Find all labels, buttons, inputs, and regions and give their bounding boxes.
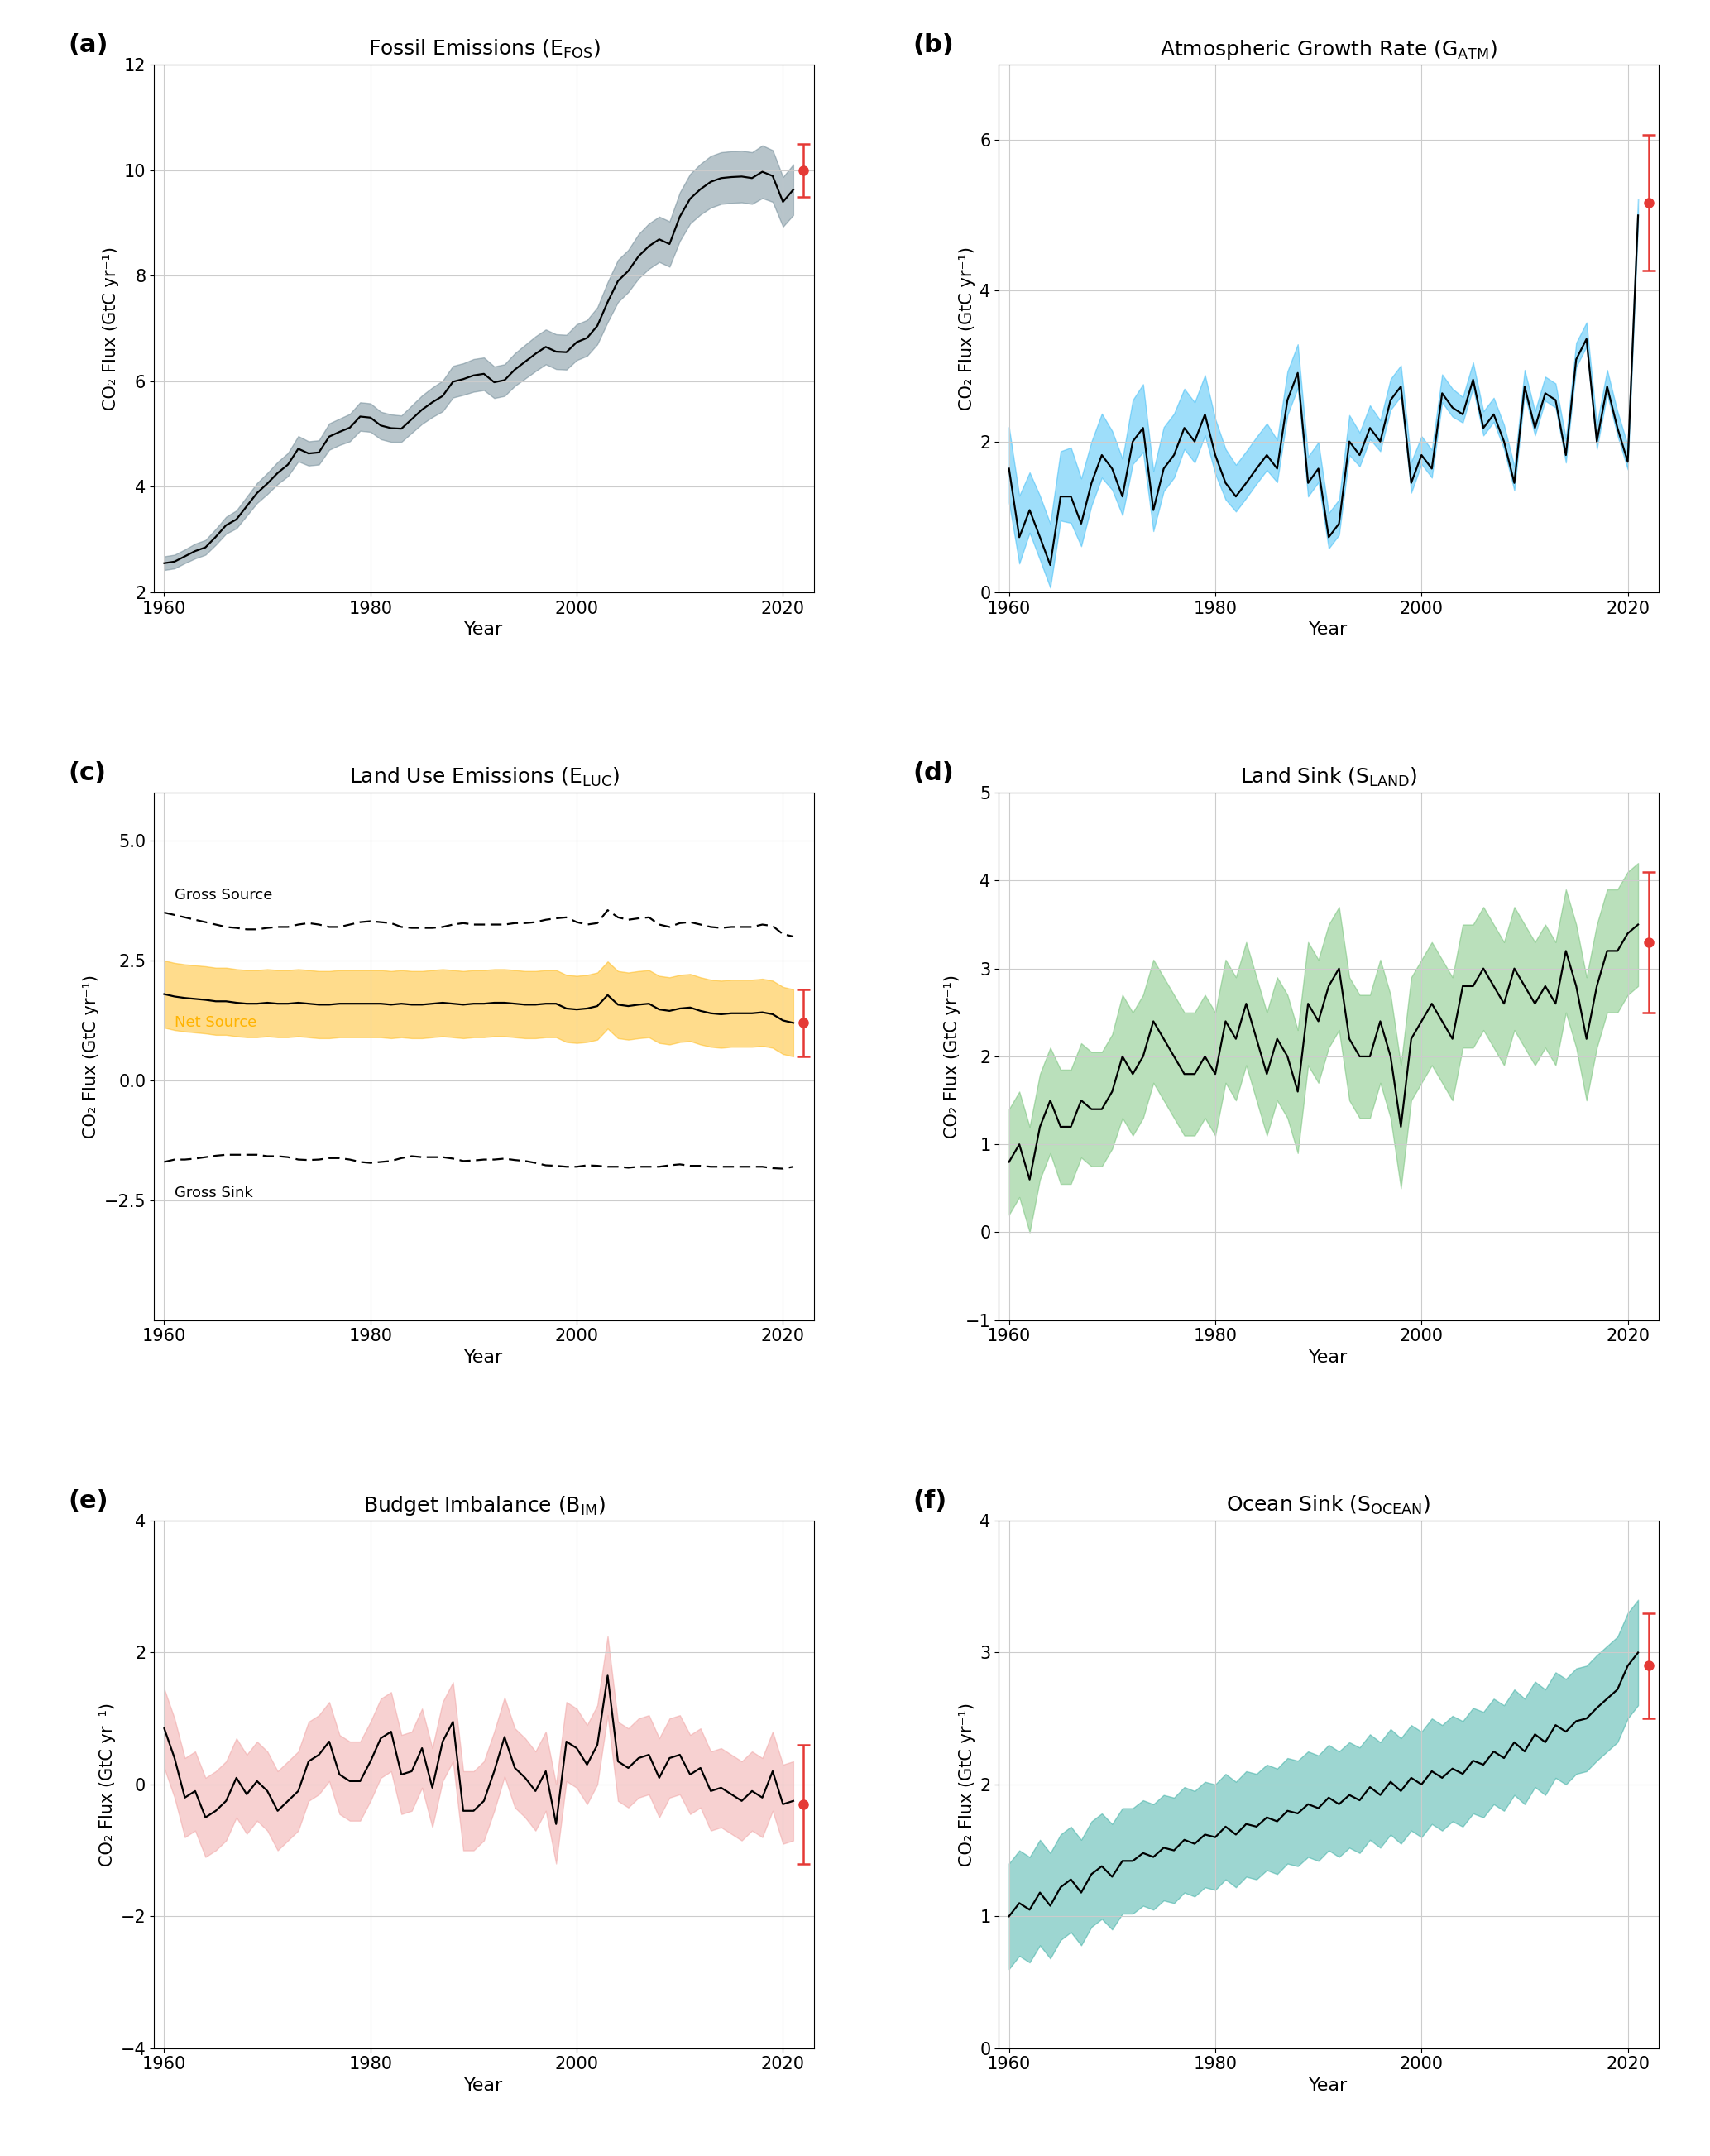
Text: Gross Source: Gross Source xyxy=(174,888,272,903)
Title: Fossil Emissions ($\mathregular{E_{FOS}}$): Fossil Emissions ($\mathregular{E_{FOS}}… xyxy=(368,39,600,60)
Y-axis label: CO₂ Flux (GtC yr⁻¹): CO₂ Flux (GtC yr⁻¹) xyxy=(82,975,99,1138)
Text: (d): (d) xyxy=(913,761,954,785)
Text: (b): (b) xyxy=(913,32,954,56)
Text: (f): (f) xyxy=(913,1490,947,1514)
Y-axis label: CO₂ Flux (GtC yr⁻¹): CO₂ Flux (GtC yr⁻¹) xyxy=(958,246,975,410)
X-axis label: Year: Year xyxy=(1310,1350,1347,1367)
Y-axis label: CO₂ Flux (GtC yr⁻¹): CO₂ Flux (GtC yr⁻¹) xyxy=(103,246,120,410)
Title: Budget Imbalance ($\mathregular{B_{IM}}$): Budget Imbalance ($\mathregular{B_{IM}}$… xyxy=(363,1494,605,1518)
X-axis label: Year: Year xyxy=(465,621,503,638)
Text: Gross Sink: Gross Sink xyxy=(174,1186,253,1201)
Text: (a): (a) xyxy=(68,32,108,56)
X-axis label: Year: Year xyxy=(1310,2078,1347,2093)
X-axis label: Year: Year xyxy=(465,1350,503,1367)
Text: Net Source: Net Source xyxy=(174,1015,256,1031)
Y-axis label: CO₂ Flux (GtC yr⁻¹): CO₂ Flux (GtC yr⁻¹) xyxy=(944,975,961,1138)
X-axis label: Year: Year xyxy=(1310,621,1347,638)
Title: Ocean Sink ($\mathregular{S_{OCEAN}}$): Ocean Sink ($\mathregular{S_{OCEAN}}$) xyxy=(1226,1494,1431,1516)
Title: Land Use Emissions ($\mathregular{E_{LUC}}$): Land Use Emissions ($\mathregular{E_{LUC… xyxy=(349,765,619,789)
Text: (e): (e) xyxy=(68,1490,108,1514)
Title: Land Sink ($\mathregular{S_{LAND}}$): Land Sink ($\mathregular{S_{LAND}}$) xyxy=(1240,765,1418,789)
Y-axis label: CO₂ Flux (GtC yr⁻¹): CO₂ Flux (GtC yr⁻¹) xyxy=(959,1703,975,1867)
Title: Atmospheric Growth Rate ($\mathregular{G_{ATM}}$): Atmospheric Growth Rate ($\mathregular{G… xyxy=(1159,39,1498,60)
Y-axis label: CO₂ Flux (GtC yr⁻¹): CO₂ Flux (GtC yr⁻¹) xyxy=(99,1703,116,1867)
X-axis label: Year: Year xyxy=(465,2078,503,2093)
Text: (c): (c) xyxy=(68,761,106,785)
